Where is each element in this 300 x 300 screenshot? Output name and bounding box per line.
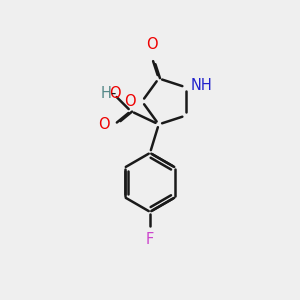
Text: F: F: [146, 232, 154, 247]
Text: O: O: [146, 38, 158, 52]
Text: O: O: [98, 117, 110, 132]
Text: H: H: [101, 86, 112, 101]
Text: O: O: [109, 86, 120, 101]
Text: O: O: [124, 94, 136, 109]
Text: NH: NH: [191, 78, 213, 93]
Text: -: -: [110, 86, 116, 101]
